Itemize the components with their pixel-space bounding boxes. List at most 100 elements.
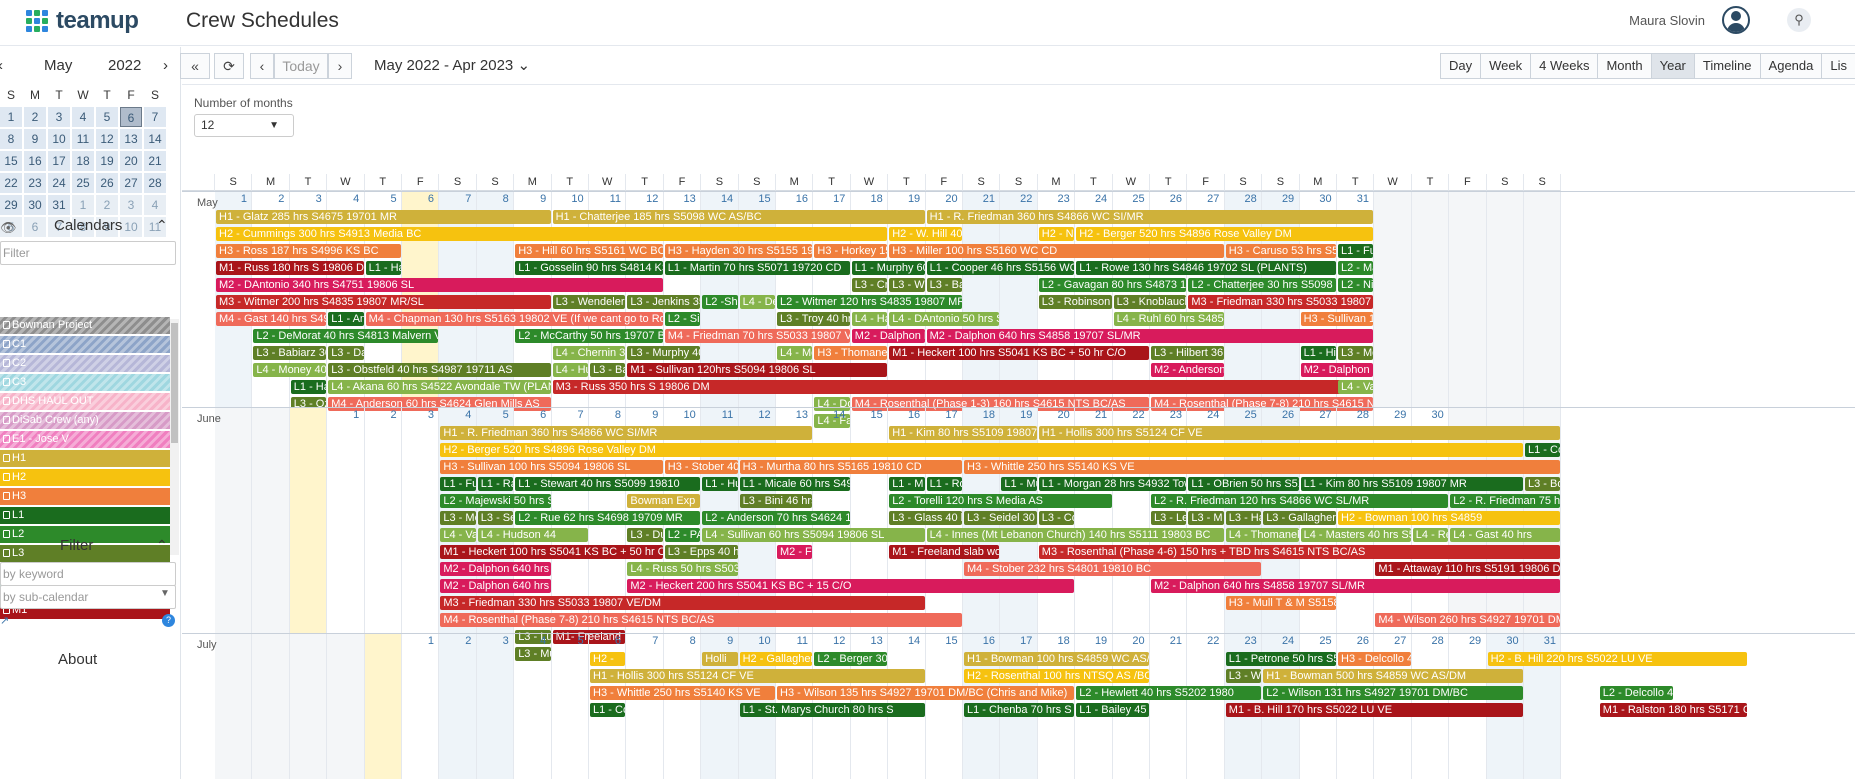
- event-bar[interactable]: L1 - Rowe 130 hrs S4846 19702 SL (PLANTS…: [1076, 261, 1336, 275]
- event-bar[interactable]: M2 - Dalphon 6: [1300, 363, 1374, 377]
- day-number[interactable]: 16: [795, 193, 808, 205]
- day-number[interactable]: 8: [689, 635, 696, 647]
- filter-collapse-icon[interactable]: ⌃: [156, 537, 168, 553]
- event-bar[interactable]: L3 - Du: [627, 528, 663, 542]
- event-bar[interactable]: L4 - Gast 40 hrs: [1450, 528, 1561, 542]
- event-bar[interactable]: M4 - Rosenthal (Phase 7-8) 210 hrs S4615…: [440, 613, 962, 627]
- event-bar[interactable]: H3 - Wilson 135 hrs S4927 19701 DM/BC (C…: [777, 686, 1075, 700]
- mini-day[interactable]: 1: [72, 195, 94, 215]
- day-cell[interactable]: [327, 633, 365, 779]
- event-bar[interactable]: M4 - Stober 232 hrs S4801 19810 BC: [964, 562, 1262, 576]
- day-cell[interactable]: [1113, 633, 1150, 779]
- calendar-item[interactable]: L3: [0, 545, 170, 562]
- day-number[interactable]: 11: [796, 635, 808, 647]
- event-bar[interactable]: H3 - Sullivan 10: [1300, 312, 1374, 326]
- event-bar[interactable]: L2 - McCarthy 50 hrs 19707 BC/: [515, 329, 663, 343]
- day-number[interactable]: 15: [758, 193, 771, 205]
- mini-day[interactable]: 6: [24, 217, 46, 237]
- day-number[interactable]: 10: [571, 193, 584, 205]
- day-cell[interactable]: [289, 407, 328, 633]
- day-cell[interactable]: [1075, 407, 1113, 633]
- event-bar[interactable]: H2 - W. Hill 40: [889, 227, 962, 241]
- day-number[interactable]: 3: [427, 409, 434, 421]
- event-bar[interactable]: L3 - Hilbert 36: [1151, 346, 1224, 360]
- back-icon[interactable]: ‹: [250, 53, 274, 79]
- event-bar[interactable]: L3 - Obstfeld 40 hrs S4987 19711 AS: [328, 363, 551, 377]
- day-number[interactable]: 12: [646, 193, 659, 205]
- day-cell[interactable]: [1300, 407, 1337, 633]
- day-number[interactable]: 1: [427, 635, 434, 647]
- event-bar[interactable]: L1 - M: [889, 477, 925, 491]
- day-cell[interactable]: [1150, 191, 1188, 407]
- view-tab[interactable]: Lis: [1821, 53, 1855, 79]
- view-tab[interactable]: Month: [1597, 53, 1651, 79]
- day-cell[interactable]: [289, 633, 328, 779]
- user-avatar-icon[interactable]: [1722, 6, 1750, 34]
- day-number[interactable]: 6: [427, 193, 434, 205]
- event-bar[interactable]: M4 - Gast 140 hrs S490: [216, 312, 327, 326]
- event-bar[interactable]: L3 - Se: [477, 511, 514, 525]
- event-bar[interactable]: L3 - W: [889, 278, 925, 292]
- day-number[interactable]: 9: [652, 409, 659, 421]
- today-button[interactable]: Today: [274, 53, 328, 79]
- forward-icon[interactable]: ›: [328, 53, 352, 79]
- calendar-item[interactable]: C3: [0, 374, 170, 391]
- event-bar[interactable]: H2 - Ni: [1038, 227, 1075, 241]
- event-bar[interactable]: L3 - We: [1225, 669, 1262, 683]
- mini-day[interactable]: 28: [144, 173, 166, 193]
- event-bar[interactable]: L3 - Seidel 30 hr: [964, 511, 1037, 525]
- event-bar[interactable]: L2 - Chatterjee 30 hrs S5098 W: [1188, 278, 1336, 292]
- day-number[interactable]: 5: [577, 635, 584, 647]
- day-number[interactable]: 29: [1468, 635, 1482, 647]
- calendars-eye-icon[interactable]: 👁: [0, 220, 17, 235]
- mini-day[interactable]: 2: [24, 107, 46, 127]
- event-bar[interactable]: L3 - Bini 46 hrs: [739, 494, 813, 508]
- mini-day[interactable]: 14: [144, 129, 166, 149]
- mini-day[interactable]: 10: [120, 217, 142, 237]
- event-bar[interactable]: L2 - Hewlett 40 hrs S5202 1980: [1076, 686, 1262, 700]
- event-bar[interactable]: L2 - Rue 62 hrs S4698 19709 MR: [515, 511, 701, 525]
- day-number[interactable]: 31: [1356, 193, 1369, 205]
- day-number[interactable]: 30: [1506, 635, 1519, 647]
- day-cell[interactable]: [439, 633, 477, 779]
- day-cell[interactable]: [1038, 633, 1076, 779]
- mini-day[interactable]: 10: [48, 129, 70, 149]
- event-bar[interactable]: M1 - Russ 180 hrs S 19806 DM: [216, 261, 364, 275]
- day-number[interactable]: 25: [1244, 409, 1257, 421]
- event-bar[interactable]: H1 - R. Friedman 360 hrs S4866 WC SI/MR: [440, 426, 813, 440]
- day-cell[interactable]: [215, 633, 253, 779]
- event-bar[interactable]: L2 - R. Friedman 75 hrs: [1450, 494, 1561, 508]
- prev-period-icon[interactable]: «: [180, 53, 210, 79]
- day-cell[interactable]: [552, 633, 589, 779]
- day-number[interactable]: 31: [1543, 635, 1556, 647]
- event-bar[interactable]: M1 - Sullivan 120hrs S5094 19806 SL: [627, 363, 888, 377]
- event-bar[interactable]: L3 - Le: [1151, 511, 1187, 525]
- day-cell[interactable]: [1524, 191, 1562, 407]
- event-bar[interactable]: L4 - De: [739, 295, 775, 309]
- event-bar[interactable]: H3 - Horkey 15: [814, 244, 888, 258]
- mini-next-month-icon[interactable]: ›: [163, 57, 168, 74]
- day-number[interactable]: 23: [1057, 193, 1070, 205]
- day-number[interactable]: 6: [540, 409, 547, 421]
- event-bar[interactable]: L1 - St. Marys Church 80 hrs S: [739, 703, 925, 717]
- day-number[interactable]: 17: [945, 409, 958, 421]
- event-bar[interactable]: L3 - Mu: [515, 647, 551, 661]
- view-tab[interactable]: Agenda: [1759, 53, 1822, 79]
- mini-day[interactable]: 15: [0, 151, 22, 171]
- day-number[interactable]: 8: [614, 409, 621, 421]
- event-bar[interactable]: L2 - Berger 30: [814, 652, 888, 666]
- mini-day[interactable]: 8: [72, 217, 94, 237]
- event-bar[interactable]: L1 - Co: [590, 703, 626, 717]
- event-bar[interactable]: L2 - Majewski 50 hrs S: [440, 494, 551, 508]
- day-cell[interactable]: [1113, 407, 1150, 633]
- event-bar[interactable]: H3 - Thomanek: [814, 346, 888, 360]
- event-bar[interactable]: L3 - Cr: [851, 278, 888, 292]
- mini-day[interactable]: 3: [48, 107, 70, 127]
- day-number[interactable]: 21: [1169, 635, 1182, 647]
- event-bar[interactable]: L4 - Money 40: [253, 363, 327, 377]
- day-number[interactable]: 21: [1094, 409, 1108, 421]
- calendar-item[interactable]: C2: [0, 355, 170, 372]
- day-number[interactable]: 29: [1394, 409, 1407, 421]
- day-number[interactable]: 13: [870, 635, 883, 647]
- day-cell[interactable]: [1150, 407, 1188, 633]
